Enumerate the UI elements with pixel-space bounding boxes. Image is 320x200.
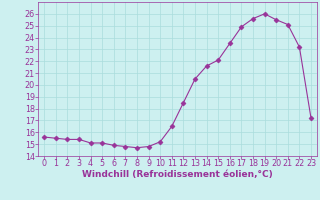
X-axis label: Windchill (Refroidissement éolien,°C): Windchill (Refroidissement éolien,°C): [82, 170, 273, 179]
